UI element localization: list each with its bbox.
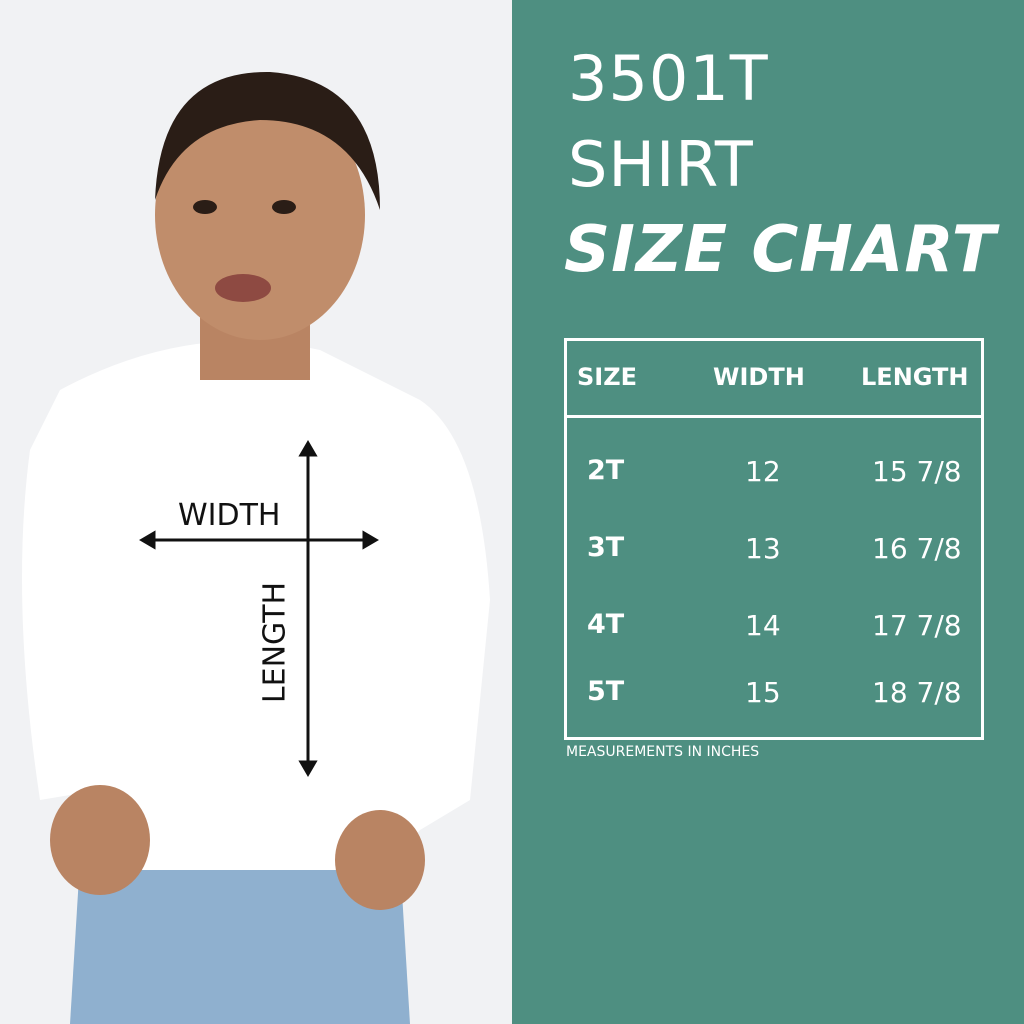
cell-length: 16 7/8 (872, 532, 962, 565)
header-width: WIDTH (713, 363, 805, 391)
table-row: 2T 12 15 7/8 (567, 455, 981, 495)
size-chart-panel: 3501T SHIRT SIZE CHART SIZE WIDTH LENGTH… (512, 0, 1024, 1024)
table-header: SIZE WIDTH LENGTH (567, 341, 981, 418)
size-table: SIZE WIDTH LENGTH 2T 12 15 7/8 3T 13 16 … (564, 338, 984, 740)
cell-width: 15 (745, 676, 781, 709)
face (155, 90, 365, 340)
width-label: WIDTH (178, 498, 281, 533)
cell-length: 15 7/8 (872, 455, 962, 488)
table-row: 4T 14 17 7/8 (567, 609, 981, 649)
cell-size: 5T (587, 676, 625, 707)
measurement-arrows (139, 440, 379, 777)
product-photo: WIDTH LENGTH (0, 0, 512, 1024)
cell-length: 17 7/8 (872, 609, 962, 642)
cell-length: 18 7/8 (872, 676, 962, 709)
table-row: 5T 15 18 7/8 (567, 676, 981, 716)
child-model-illustration (22, 71, 490, 1024)
left-hand (50, 785, 150, 895)
cell-size: 2T (587, 455, 625, 486)
cell-width: 14 (745, 609, 781, 642)
shirt (22, 341, 490, 870)
cell-size: 3T (587, 532, 625, 563)
cell-size: 4T (587, 609, 625, 640)
jeans (70, 860, 410, 1024)
cell-width: 12 (745, 455, 781, 488)
header-size: SIZE (577, 363, 638, 391)
measurement-note: MEASUREMENTS IN INCHES (566, 744, 760, 760)
right-hand (335, 810, 425, 910)
product-code: 3501T (568, 42, 769, 115)
product-type: SHIRT (568, 128, 754, 201)
header-length: LENGTH (861, 363, 969, 391)
length-label: LENGTH (257, 581, 293, 704)
cell-width: 13 (745, 532, 781, 565)
page-title: SIZE CHART (564, 213, 997, 287)
table-row: 3T 13 16 7/8 (567, 532, 981, 572)
hair (155, 71, 380, 210)
